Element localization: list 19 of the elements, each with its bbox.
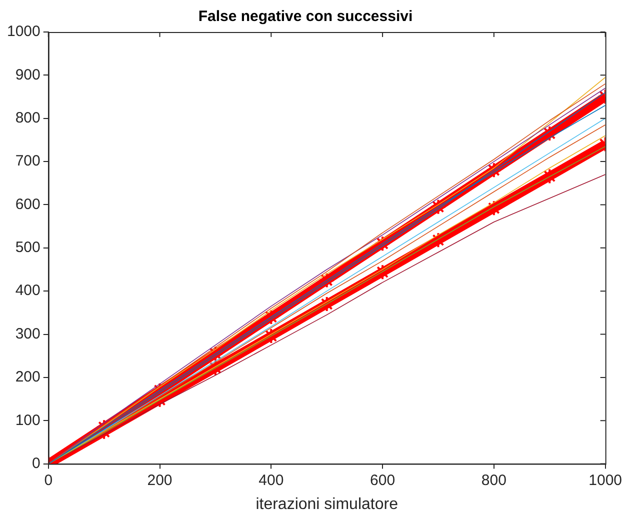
x-tick-label: 0 (44, 472, 53, 489)
y-tick-label: 900 (15, 66, 40, 84)
y-tick-label: 300 (15, 325, 40, 342)
y-tick-label: 700 (15, 152, 40, 170)
y-tick-label: 600 (15, 196, 40, 213)
x-axis-title: iterazioni simulatore (256, 496, 398, 513)
y-tick-label: 1000 (6, 23, 40, 40)
x-tick-label: 400 (258, 472, 284, 489)
y-tick-label: 800 (15, 110, 40, 126)
x-tick-label: 1000 (588, 472, 622, 489)
y-tick-label: 500 (15, 239, 40, 256)
x-tick-label: 200 (147, 472, 172, 489)
y-tick-label: 200 (15, 368, 40, 386)
y-tick-label: 100 (15, 412, 40, 429)
chart-title: False negative con successivi (198, 8, 413, 26)
x-tick-label: 600 (370, 472, 396, 489)
x-tick-label: 800 (481, 472, 506, 489)
y-tick-label: 0 (32, 454, 40, 472)
y-tick-label: 400 (15, 282, 40, 300)
